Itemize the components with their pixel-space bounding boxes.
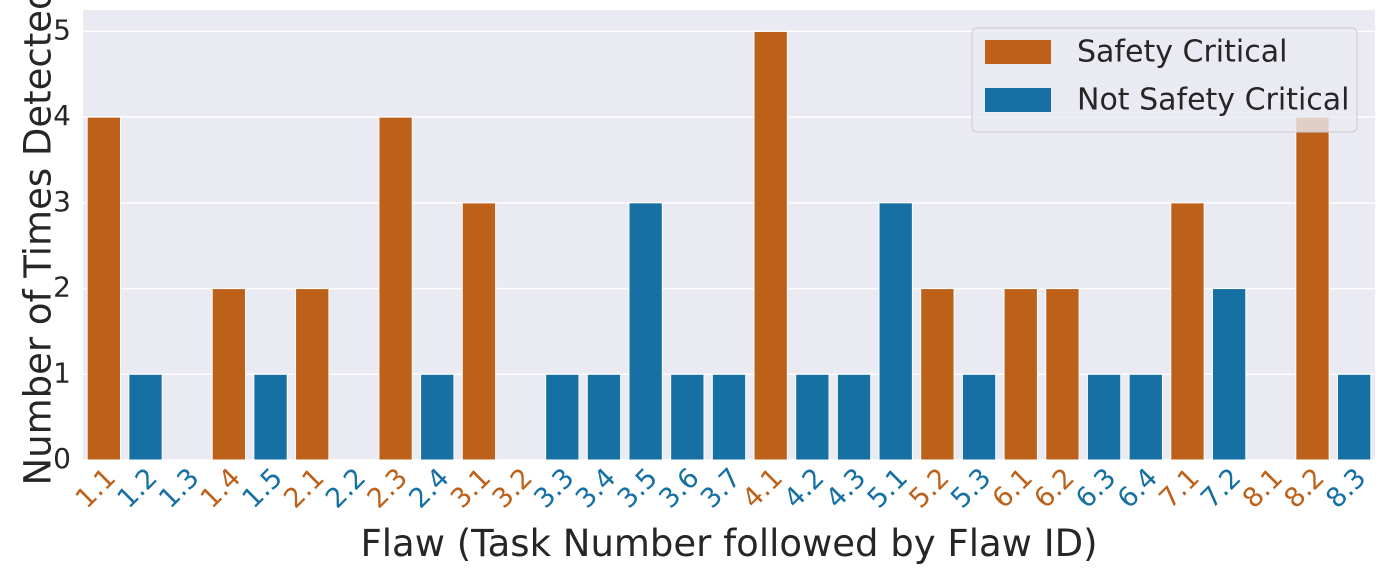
x-axis-label: Flaw (Task Number followed by Flaw ID) bbox=[360, 522, 1097, 565]
bar bbox=[1086, 373, 1122, 461]
x-tick-label: 3.6 bbox=[653, 462, 705, 514]
bar bbox=[628, 202, 663, 461]
x-tick-label: 7.2 bbox=[1195, 462, 1247, 514]
bar bbox=[461, 202, 497, 461]
x-tick-label: 8.1 bbox=[1237, 462, 1289, 514]
x-tick-label: 8.2 bbox=[1278, 462, 1330, 514]
legend-swatch bbox=[985, 88, 1051, 112]
legend-box bbox=[971, 27, 1358, 133]
x-tick-label: 1.4 bbox=[195, 462, 247, 514]
x-tick-label: 6.4 bbox=[1112, 462, 1164, 514]
bar bbox=[128, 373, 163, 461]
x-tick-label: 6.2 bbox=[1028, 462, 1080, 514]
x-tick-label: 3.4 bbox=[570, 462, 622, 514]
bar bbox=[1170, 202, 1205, 461]
x-tick-label: 2.1 bbox=[278, 462, 330, 514]
x-tick-label: 7.1 bbox=[1153, 462, 1205, 514]
bar bbox=[795, 373, 830, 461]
x-tick-label: 2.3 bbox=[362, 462, 414, 514]
bar bbox=[1045, 288, 1080, 461]
x-tick-label: 3.3 bbox=[528, 462, 580, 514]
y-tick-label: 2 bbox=[53, 271, 71, 304]
y-axis-label: Number of Times Detected bbox=[17, 0, 60, 486]
bar bbox=[711, 373, 747, 461]
bar bbox=[878, 202, 913, 461]
x-tick-label: 3.5 bbox=[612, 462, 664, 514]
x-tick-label: 4.2 bbox=[778, 462, 830, 514]
bar bbox=[961, 373, 997, 461]
bar bbox=[295, 288, 330, 461]
bar bbox=[753, 30, 788, 461]
x-tick-label: 2.2 bbox=[320, 462, 372, 514]
y-tick-label: 0 bbox=[53, 442, 71, 475]
y-tick-label: 1 bbox=[53, 356, 71, 389]
legend-swatch bbox=[985, 40, 1051, 64]
x-tick-label: 5.3 bbox=[945, 462, 997, 514]
x-tick-label: 5.2 bbox=[903, 462, 955, 514]
bar bbox=[586, 373, 622, 461]
x-tick-label: 3.2 bbox=[487, 462, 539, 514]
bar bbox=[86, 116, 122, 461]
y-tick-label: 5 bbox=[53, 13, 71, 46]
bar bbox=[920, 288, 955, 461]
x-tick-label: 4.3 bbox=[820, 462, 872, 514]
x-tick-label: 6.3 bbox=[1070, 462, 1122, 514]
bar bbox=[1295, 116, 1330, 461]
legend-label: Safety Critical bbox=[1077, 35, 1287, 70]
bar bbox=[253, 373, 288, 461]
x-tick-label: 1.3 bbox=[153, 462, 205, 514]
x-tick-label: 1.2 bbox=[111, 462, 163, 514]
bar bbox=[1336, 373, 1372, 461]
x-tick-label: 5.1 bbox=[862, 462, 914, 514]
x-tick-label: 3.7 bbox=[695, 462, 747, 514]
legend-label: Not Safety Critical bbox=[1077, 83, 1350, 118]
bar bbox=[378, 116, 413, 461]
x-tick-label: 8.3 bbox=[1320, 462, 1372, 514]
x-tick-label: 4.1 bbox=[737, 462, 789, 514]
bar bbox=[1128, 373, 1163, 461]
bar bbox=[1211, 288, 1247, 461]
bar bbox=[1003, 288, 1038, 461]
bar bbox=[211, 288, 247, 461]
x-tick-label: 1.5 bbox=[237, 462, 289, 514]
bar bbox=[545, 373, 580, 461]
x-tick-label: 2.4 bbox=[403, 462, 455, 514]
x-tick-label: 3.1 bbox=[445, 462, 497, 514]
bar bbox=[420, 373, 455, 461]
bar bbox=[836, 373, 872, 461]
x-tick-label: 1.1 bbox=[70, 462, 122, 514]
x-tick-label: 6.1 bbox=[987, 462, 1039, 514]
bar bbox=[670, 373, 705, 461]
y-tick-label: 3 bbox=[53, 185, 71, 218]
y-tick-label: 4 bbox=[53, 99, 71, 132]
